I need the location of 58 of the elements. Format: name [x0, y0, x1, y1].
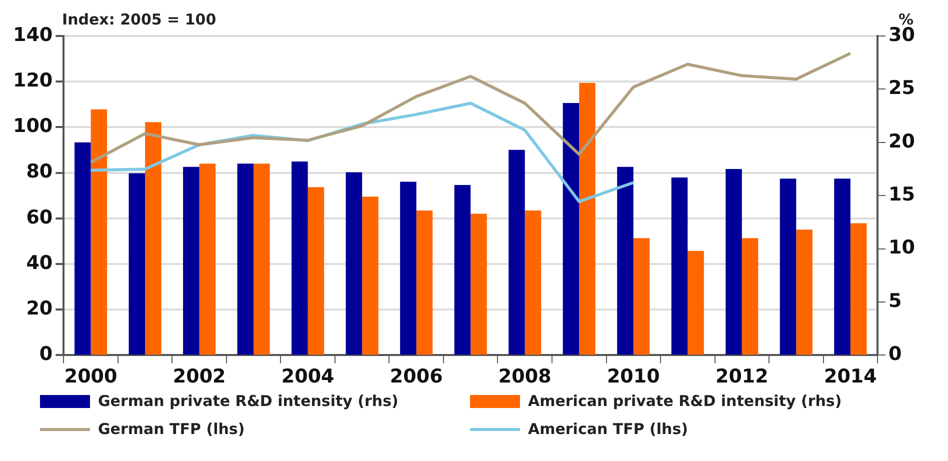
bar — [726, 169, 742, 355]
y-tick-label: 40 — [26, 252, 53, 274]
y-tick-label: 0 — [39, 343, 53, 366]
bar — [145, 122, 162, 355]
x-tick-label: 2008 — [498, 366, 552, 388]
y2-tick-label: 0 — [888, 343, 902, 366]
legend-label: German private R&D intensity (rhs) — [98, 392, 398, 410]
bar — [508, 150, 525, 355]
legend-label: German TFP (lhs) — [98, 420, 245, 438]
x-tick-label: 2012 — [715, 366, 768, 388]
legend-label: American private R&D intensity (rhs) — [528, 392, 842, 410]
y-tick-label: 120 — [12, 70, 53, 92]
y-tick-label: 60 — [26, 206, 53, 228]
bar — [362, 196, 378, 355]
legend-label: American TFP (lhs) — [528, 420, 688, 438]
y-tick-label: 100 — [12, 115, 53, 138]
bar — [633, 238, 650, 355]
bar — [128, 173, 146, 355]
bar — [579, 82, 596, 355]
bar — [742, 238, 758, 355]
bar — [237, 164, 254, 355]
y-tick-label: 20 — [26, 298, 53, 320]
bar — [834, 178, 850, 355]
x-tick-label: 2006 — [390, 366, 443, 388]
bar — [454, 184, 471, 355]
bar — [671, 178, 688, 355]
bar — [796, 230, 812, 355]
y2-tick-label: 20 — [888, 130, 916, 152]
x-tick-label: 2004 — [281, 366, 334, 388]
y2-tick-label: 10 — [888, 236, 916, 259]
bar — [416, 210, 433, 355]
bar — [850, 223, 867, 355]
bar — [183, 166, 200, 355]
bar — [688, 250, 704, 355]
y2-tick-label: 15 — [888, 184, 916, 206]
bar — [254, 164, 270, 355]
y2-tick-label: 25 — [888, 77, 916, 100]
y-tick-label: 80 — [26, 160, 53, 183]
bar — [292, 162, 308, 355]
bar — [470, 214, 487, 355]
bar — [562, 103, 580, 355]
bar — [780, 178, 796, 355]
bar — [524, 210, 542, 355]
y-tick-label: 140 — [12, 24, 53, 46]
bar — [74, 142, 91, 355]
x-tick-label: 2010 — [606, 366, 660, 388]
x-tick-label: 2000 — [64, 366, 118, 388]
y-axis-title: Index: 2005 = 100 — [62, 10, 216, 28]
bar — [199, 164, 216, 355]
bar — [400, 182, 416, 355]
bar — [308, 187, 324, 355]
bar — [90, 109, 108, 355]
bar — [346, 172, 362, 355]
x-tick-label: 2014 — [824, 366, 877, 388]
bar — [617, 166, 634, 355]
y2-tick-label: 30 — [888, 24, 916, 46]
x-tick-label: 2002 — [172, 366, 226, 388]
y2-tick-label: 5 — [888, 290, 902, 312]
